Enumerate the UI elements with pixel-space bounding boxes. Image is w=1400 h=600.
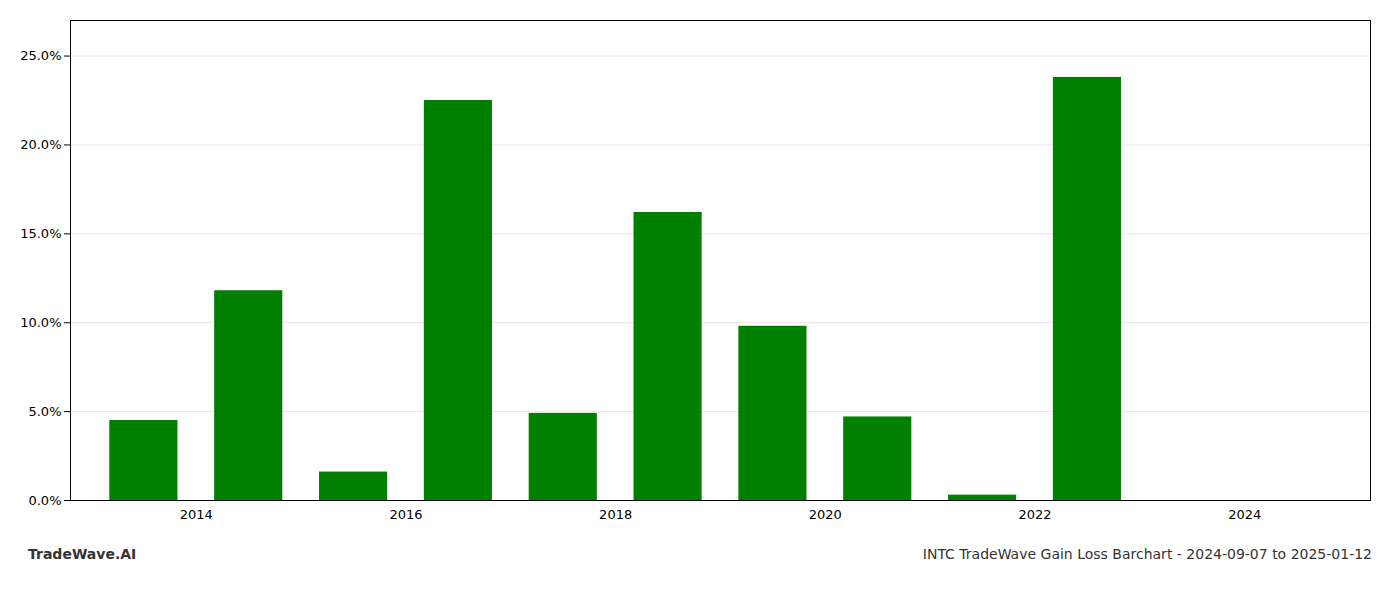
svg-text:2020: 2020 (809, 507, 842, 522)
svg-text:10.0%: 10.0% (20, 315, 61, 330)
svg-text:2018: 2018 (599, 507, 632, 522)
svg-text:20.0%: 20.0% (20, 137, 61, 152)
html-text:TradeWave.AI: TradeWave.AI (28, 546, 137, 562)
svg-text:2014: 2014 (180, 507, 213, 522)
svg-text:2022: 2022 (1018, 507, 1051, 522)
svg-text:2024: 2024 (1228, 507, 1261, 522)
svg-text:5.0%: 5.0% (28, 404, 61, 419)
html-text:INTC TradeWave Gain Loss Barch: INTC TradeWave Gain Loss Barchart - 2024… (922, 546, 1372, 562)
svg-text:25.0%: 25.0% (20, 48, 61, 63)
svg-text:0.0%: 0.0% (28, 493, 61, 508)
svg-text:2016: 2016 (389, 507, 422, 522)
svg-text:15.0%: 15.0% (20, 226, 61, 241)
